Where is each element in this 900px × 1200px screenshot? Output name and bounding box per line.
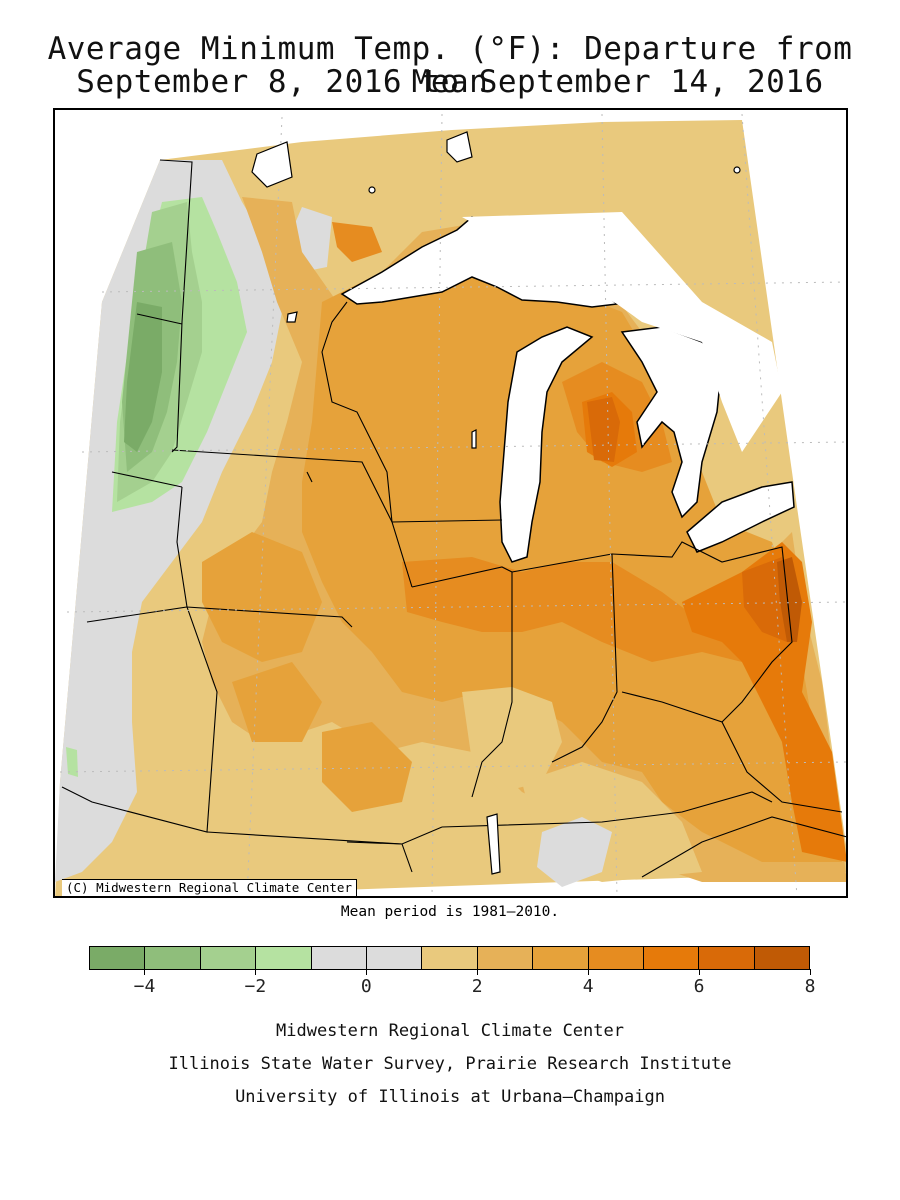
legend-swatch [200, 947, 257, 969]
lake-superior [340, 216, 619, 308]
legend-tick-label: 4 [582, 976, 594, 997]
legend-swatch [311, 947, 367, 969]
legend-swatch [754, 947, 810, 969]
map-panel [53, 108, 848, 898]
mean-period-note: Mean period is 1981–2010. [340, 904, 560, 920]
legend-swatch [145, 947, 201, 969]
legend-tick [810, 969, 811, 975]
credit-survey: Illinois State Water Survey, Prairie Res… [168, 1054, 732, 1074]
legend-tick-label: 6 [693, 976, 705, 997]
legend-tick-label: −2 [244, 976, 267, 997]
legend-swatch [533, 947, 589, 969]
graticule-lines [59, 113, 846, 896]
legend-swatch [588, 947, 644, 969]
legend-swatch [256, 947, 312, 969]
legend-swatch [366, 947, 423, 969]
legend-tick-label: 0 [360, 976, 372, 997]
credit-university: University of Illinois at Urbana–Champai… [235, 1087, 665, 1107]
map-title: Average Minimum Temp. (°F): Departure fr… [47, 31, 853, 100]
legend-swatch [643, 947, 700, 969]
legend-tick [366, 969, 368, 975]
zone-plus-3-iowa [202, 532, 322, 662]
legend-tick-label: −4 [133, 976, 156, 997]
zone-plus-4-upper [332, 222, 382, 262]
legend-swatch [422, 947, 478, 969]
legend-tick [588, 969, 590, 975]
zone-near-normal-south [537, 817, 612, 887]
lake-michigan [499, 326, 594, 563]
zone-plus-7-ohio [777, 557, 802, 642]
legend-tick-label: 2 [471, 976, 483, 997]
zone-below-normal-4 [124, 302, 162, 452]
legend-swatch [477, 947, 534, 969]
temperature-departure-map [55, 110, 846, 896]
map-date-range: September 8, 2016 to September 14, 2016 [76, 64, 824, 100]
zone-below-normal-5 [66, 747, 78, 777]
legend-tick-label: 8 [804, 976, 816, 997]
credit-institution: Midwestern Regional Climate Center [276, 1021, 624, 1041]
zone-plus-3-central [302, 242, 842, 862]
legend-swatch [90, 947, 146, 969]
lake-erie [686, 481, 795, 553]
state-boundaries [61, 159, 846, 878]
copyright-label: (C) Midwestern Regional Climate Center [62, 879, 357, 896]
legend-tick [699, 969, 701, 975]
color-legend [89, 946, 810, 970]
zone-plus-3-kansas [232, 662, 322, 742]
zone-plus-3-missouri [322, 722, 412, 812]
zone-plus-4-indiana [402, 557, 802, 692]
legend-swatch [699, 947, 755, 969]
legend-tick [255, 969, 257, 975]
zone-plus-5-ohio [682, 542, 846, 862]
islands [251, 131, 741, 875]
legend-tick [477, 969, 479, 975]
legend-tick [144, 969, 146, 975]
canada-north-land [462, 212, 782, 452]
legend-bar [89, 946, 810, 970]
zone-plus-1-southern-illinois [462, 687, 562, 792]
